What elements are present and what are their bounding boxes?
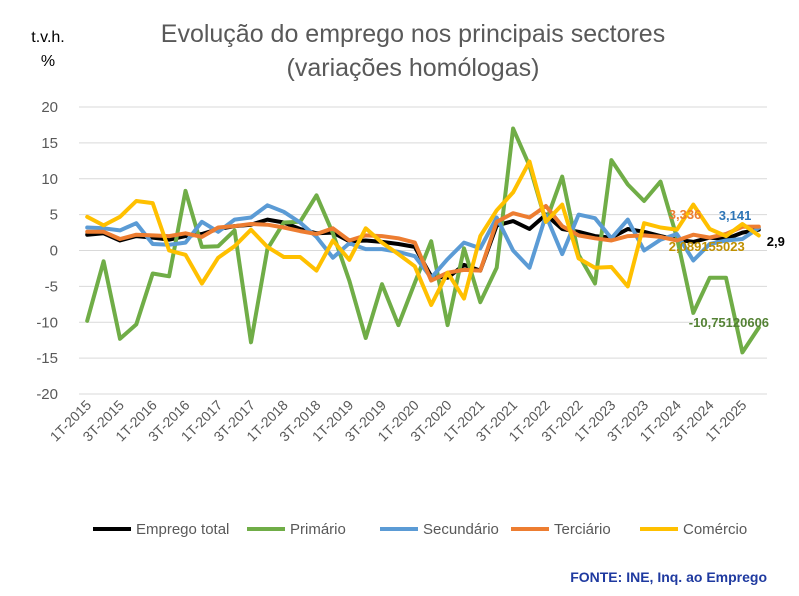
legend: Emprego total Primário Secundário Terciário… (93, 521, 747, 538)
y-tick-label: 5 (50, 207, 58, 224)
y-tick-label: -20 (36, 386, 58, 403)
series-lines (85, 126, 761, 355)
chart-subtitle: (variações homólogas) (287, 54, 540, 82)
y-axis: 20 15 10 5 0 -5 -10 -15 -20 (36, 99, 58, 403)
y-tick-label: -10 (36, 314, 58, 331)
y-tick-label: 20 (41, 99, 58, 116)
series-line-secundario (85, 203, 761, 280)
y-tick-label: 15 (41, 135, 58, 152)
data-label: 3,141 (719, 208, 752, 223)
source-note: FONTE: INE, Inq. ao Emprego (570, 569, 767, 585)
data-label: 3,336 (669, 207, 702, 222)
series-line-comercio (85, 159, 761, 307)
data-labels: 2,9 -10,75120606 3,141 3,336 2,089155023 (669, 207, 785, 330)
gridlines (79, 106, 767, 395)
legend-label: Primário (290, 521, 346, 538)
y-tick-label: -5 (45, 278, 58, 295)
legend-label: Comércio (683, 521, 747, 538)
legend-label: Terciário (554, 521, 611, 538)
y-tick-label: -15 (36, 350, 58, 367)
y-tick-label: 10 (41, 171, 58, 188)
data-label: -10,75120606 (689, 315, 769, 330)
data-label: 2,9 (767, 234, 785, 249)
y-tick-label: 0 (50, 243, 58, 260)
y-unit-label: t.v.h. (31, 29, 65, 46)
data-label: 2,089155023 (669, 239, 745, 254)
legend-label: Secundário (423, 521, 499, 538)
legend-label: Emprego total (136, 521, 229, 538)
y-unit-percent: % (41, 53, 55, 70)
series-line-terciario (85, 204, 761, 283)
chart-title: Evolução do emprego nos principais secto… (161, 20, 665, 48)
x-axis: 1T-20153T-20151T-20163T-20161T-20173T-20… (47, 397, 750, 445)
